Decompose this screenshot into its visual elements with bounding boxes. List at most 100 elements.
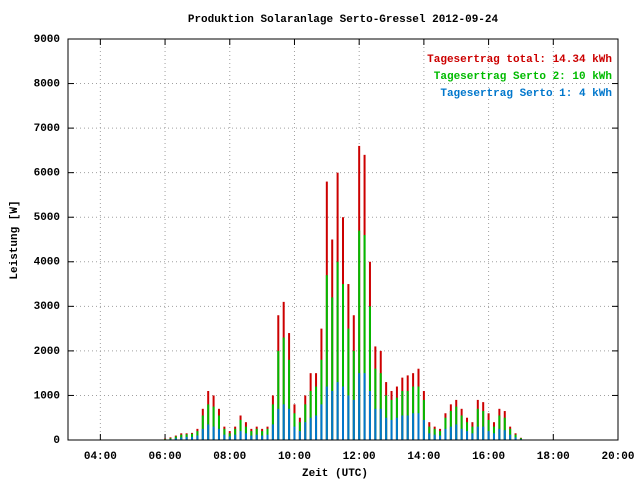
- y-tick-label: 0: [53, 435, 60, 447]
- bar: [320, 404, 323, 440]
- y-tick-label: 4000: [34, 257, 60, 269]
- bar: [196, 435, 199, 440]
- bar: [358, 230, 361, 440]
- bar: [250, 435, 253, 440]
- bar: [277, 408, 280, 440]
- x-tick-label: 08:00: [213, 451, 246, 463]
- bar: [487, 419, 490, 440]
- bar: [352, 399, 355, 440]
- bar: [244, 433, 247, 440]
- bar: [223, 428, 226, 440]
- legend-entry: Tagesertrag Serto 1: 4 kWh: [440, 88, 612, 100]
- bar: [277, 350, 280, 440]
- y-tick-label: 6000: [34, 168, 60, 180]
- bar: [261, 435, 264, 440]
- bar: [444, 428, 447, 440]
- bar: [228, 436, 231, 440]
- bar: [401, 415, 404, 440]
- bar: [255, 428, 258, 440]
- bar: [406, 415, 409, 440]
- bar: [266, 434, 269, 440]
- bar: [514, 437, 517, 440]
- bar: [368, 390, 371, 440]
- bar: [293, 426, 296, 440]
- bar: [185, 436, 188, 440]
- x-axis-title: Zeit (UTC): [302, 468, 368, 480]
- bar: [374, 368, 377, 440]
- bar: [498, 415, 501, 440]
- bar: [498, 428, 501, 440]
- bar: [174, 438, 177, 440]
- y-tick-label: 5000: [34, 212, 60, 224]
- bar: [255, 434, 258, 440]
- bar: [358, 373, 361, 440]
- bar: [201, 415, 204, 440]
- bar: [433, 428, 436, 440]
- bar: [374, 408, 377, 440]
- bar: [325, 386, 328, 440]
- bar: [271, 404, 274, 440]
- bar: [455, 406, 458, 440]
- bar: [509, 428, 512, 440]
- bar: [503, 417, 506, 440]
- bar: [217, 415, 220, 440]
- x-tick-label: 16:00: [472, 451, 505, 463]
- bar: [223, 434, 226, 440]
- x-tick-label: 04:00: [84, 451, 117, 463]
- bar: [244, 426, 247, 440]
- bar: [455, 424, 458, 440]
- bar: [428, 433, 431, 440]
- bar: [482, 426, 485, 440]
- bar: [298, 422, 301, 440]
- bar: [460, 428, 463, 440]
- bar: [288, 359, 291, 440]
- bar: [379, 408, 382, 440]
- bar: [347, 328, 350, 440]
- bar: [304, 422, 307, 440]
- x-tick-label: 12:00: [343, 451, 376, 463]
- bar: [315, 415, 318, 440]
- chart-title: Produktion Solaranlage Serto-Gressel 201…: [188, 14, 499, 26]
- bar: [282, 404, 285, 440]
- bar: [217, 428, 220, 440]
- bar: [207, 404, 210, 440]
- bar: [271, 424, 274, 440]
- bar: [363, 373, 366, 440]
- bar: [476, 408, 479, 440]
- bar: [492, 433, 495, 440]
- bar: [395, 417, 398, 440]
- bar: [336, 261, 339, 440]
- y-tick-label: 8000: [34, 78, 60, 90]
- bar: [309, 390, 312, 440]
- plot-frame: [67, 38, 619, 441]
- bar: [460, 415, 463, 440]
- bar: [180, 437, 183, 440]
- bar: [201, 428, 204, 440]
- bar: [212, 426, 215, 440]
- bar: [315, 386, 318, 440]
- bar: [390, 419, 393, 440]
- bar: [422, 419, 425, 440]
- bar: [331, 390, 334, 440]
- bar: [298, 431, 301, 440]
- bar: [428, 426, 431, 440]
- bar: [368, 306, 371, 440]
- bar: [207, 424, 210, 440]
- bar: [476, 426, 479, 440]
- y-tick-label: 1000: [34, 390, 60, 402]
- x-tick-label: 14:00: [407, 451, 440, 463]
- legend-entry: Tagesertrag Serto 2: 10 kWh: [434, 71, 612, 83]
- bar: [482, 411, 485, 440]
- bar: [320, 359, 323, 440]
- bar: [412, 413, 415, 440]
- bar: [191, 436, 194, 440]
- bar: [331, 297, 334, 440]
- bar: [234, 428, 237, 440]
- bar: [492, 426, 495, 440]
- y-axis-title: Leistung [W]: [9, 200, 21, 279]
- x-tick-label: 10:00: [278, 451, 311, 463]
- x-tick-label: 20:00: [601, 451, 634, 463]
- bar: [282, 337, 285, 440]
- bar: [433, 434, 436, 440]
